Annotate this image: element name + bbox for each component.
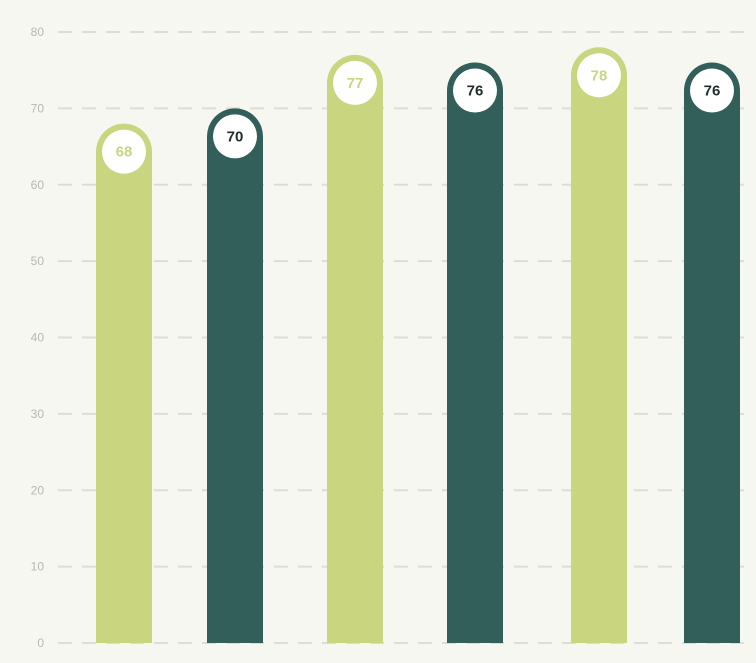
value-labels-layer: 68 70 77 76 78 76	[102, 53, 734, 174]
value-label-badge	[453, 68, 497, 113]
value-label: 70	[227, 128, 244, 145]
bar-4	[447, 62, 503, 644]
y-tick-label: 10	[31, 560, 45, 574]
y-tick-label: 50	[31, 254, 45, 268]
y-tick-label: 20	[31, 483, 45, 497]
value-label-badge	[690, 68, 734, 113]
y-tick-label: 70	[31, 101, 45, 115]
y-tick-label: 0	[37, 636, 44, 650]
bar-1	[96, 123, 152, 643]
y-tick-label: 40	[31, 331, 45, 345]
y-tick-label: 60	[31, 178, 45, 192]
bar-2	[207, 108, 263, 643]
value-label: 78	[591, 67, 608, 84]
bar-6	[684, 62, 740, 644]
value-label: 76	[467, 83, 484, 100]
value-label: 68	[116, 144, 133, 161]
y-tick-label: 30	[31, 407, 45, 421]
bar-5	[571, 47, 627, 643]
value-label-badge	[577, 53, 621, 98]
bar-3	[327, 54, 383, 644]
value-label-badge	[102, 129, 146, 174]
value-label-badge	[213, 114, 257, 159]
y-tick-label: 80	[31, 25, 45, 39]
value-label-badge	[333, 60, 377, 105]
bars-layer	[96, 47, 740, 644]
y-axis-ticks: 0 10 20 30 40 50 60 70 80	[31, 25, 45, 650]
grid-layer	[58, 31, 752, 644]
value-label: 77	[347, 75, 364, 92]
value-label: 76	[704, 83, 721, 100]
